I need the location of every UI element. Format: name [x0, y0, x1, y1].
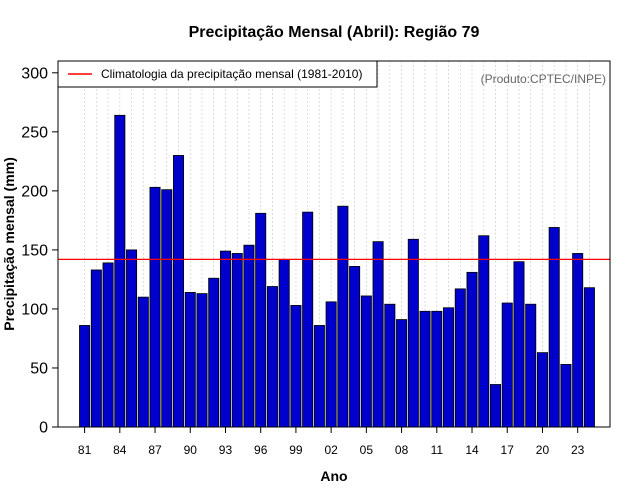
- x-tick-label: 23: [571, 443, 585, 457]
- bar-2011: [431, 310, 443, 428]
- bar-1999: [290, 304, 302, 428]
- bar-2022: [560, 364, 572, 428]
- bar-1997: [266, 286, 278, 428]
- bar-2005: [360, 295, 372, 428]
- y-tick-label: 250: [21, 124, 48, 141]
- bar-2015: [478, 235, 490, 428]
- bar-2009: [407, 238, 419, 428]
- bar-1985: [126, 249, 138, 428]
- y-axis-label: Precipitação mensal (mm): [1, 157, 17, 331]
- legend: Climatologia da precipitação mensal (198…: [57, 60, 378, 88]
- x-axis-label: Ano: [320, 468, 347, 484]
- bar-1994: [231, 253, 243, 428]
- y-tick-label: 50: [30, 360, 48, 377]
- y-tick-label: 300: [21, 65, 48, 82]
- bar-2012: [443, 307, 455, 428]
- x-axis: 81 84 87 90 93 96 99 02 05 08 11 14 17 20 23: [78, 427, 585, 457]
- x-tick-label: 87: [148, 443, 162, 457]
- bar-1981: [79, 325, 91, 428]
- bar-1995: [243, 244, 255, 428]
- bar-1991: [196, 293, 208, 428]
- y-tick-label: 0: [39, 420, 48, 437]
- x-tick-label: 11: [431, 443, 444, 457]
- x-tick-label: 90: [184, 443, 198, 457]
- bar-1983: [102, 262, 114, 428]
- bars: [79, 114, 595, 428]
- bar-2000: [302, 211, 314, 428]
- bar-2006: [372, 241, 384, 428]
- x-tick-label: 20: [536, 443, 550, 457]
- bar-2007: [384, 303, 396, 428]
- x-tick-label: 81: [78, 443, 92, 457]
- bar-1998: [278, 258, 290, 428]
- bar-2004: [349, 266, 361, 428]
- bar-1982: [90, 269, 102, 428]
- bar-1984: [114, 114, 126, 428]
- bar-2002: [325, 301, 337, 428]
- x-tick-label: 96: [254, 443, 268, 457]
- x-tick-label: 05: [360, 443, 374, 457]
- x-tick-label: 84: [113, 443, 127, 457]
- credit-label: (Produto:CPTEC/INPE): [481, 72, 606, 86]
- legend-box: [57, 60, 378, 88]
- bar-1986: [137, 296, 149, 428]
- x-tick-label: 14: [465, 443, 479, 457]
- bar-2001: [313, 325, 325, 428]
- x-tick-label: 08: [395, 443, 409, 457]
- bar-1996: [255, 212, 267, 428]
- y-tick-label: 100: [21, 301, 48, 318]
- bar-2019: [525, 303, 537, 428]
- y-axis: 0 50 100 150 200 250 300: [21, 65, 58, 437]
- chart-title: Precipitação Mensal (Abril): Região 79: [189, 24, 480, 41]
- bar-2017: [501, 302, 513, 428]
- bar-2008: [396, 319, 408, 428]
- bar-2014: [466, 271, 478, 428]
- bar-2023: [572, 253, 584, 428]
- bar-1993: [219, 250, 231, 428]
- bar-2016: [489, 384, 501, 428]
- y-tick-label: 200: [21, 183, 48, 200]
- bar-2003: [337, 205, 349, 428]
- bar-2013: [454, 288, 466, 428]
- legend-label: Climatologia da precipitação mensal (198…: [101, 67, 362, 81]
- x-tick-label: 93: [219, 443, 233, 457]
- bar-2020: [536, 352, 548, 428]
- bar-2024: [583, 287, 595, 428]
- bar-2010: [419, 310, 431, 428]
- x-tick-label: 17: [501, 443, 515, 457]
- y-tick-label: 150: [21, 242, 48, 259]
- bar-1987: [149, 186, 161, 428]
- x-tick-label: 02: [324, 443, 338, 457]
- bar-1990: [184, 292, 196, 428]
- bar-1992: [208, 277, 220, 428]
- x-tick-label: 99: [289, 443, 303, 457]
- bar-2021: [548, 227, 560, 428]
- bar-1988: [161, 189, 173, 428]
- bar-2018: [513, 261, 525, 428]
- bar-1989: [173, 155, 185, 428]
